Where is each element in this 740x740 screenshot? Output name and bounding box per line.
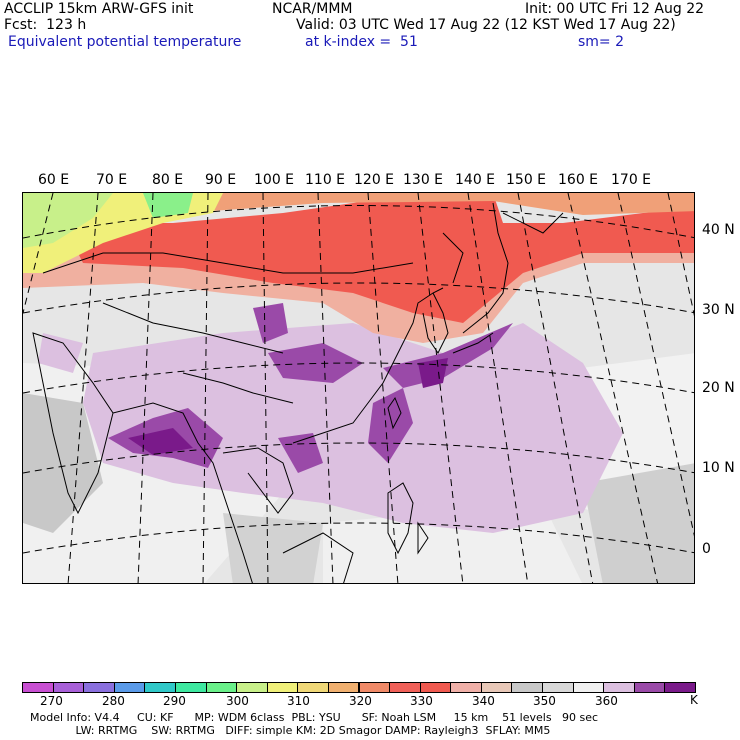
lon-label: 100 E: [254, 172, 295, 188]
forecast-hour: Fcst: 123 h: [4, 17, 87, 33]
lon-label: 160 E: [558, 172, 599, 188]
lon-label: 60 E: [38, 172, 70, 188]
colorbar-swatch: [480, 682, 513, 693]
field-dark-grey: [223, 513, 323, 583]
colorbar-swatch: [603, 682, 635, 693]
init-time: Init: 00 UTC Fri 12 Aug 22: [525, 1, 705, 17]
colorbar-swatch: [389, 682, 421, 693]
institution: NCAR/MMM: [272, 1, 353, 17]
colorbar-tick-label: 320: [349, 694, 372, 708]
field-red: [63, 193, 694, 323]
field-mid-purple: [253, 303, 288, 343]
colorbar-tick-label: 280: [102, 694, 125, 708]
colorbar-unit: K: [690, 693, 698, 707]
lon-label: 130 E: [403, 172, 444, 188]
colorbar-tick-label: 360: [595, 694, 618, 708]
colorbar-swatch: [52, 682, 85, 693]
field-light-purple: [83, 323, 623, 533]
model-info-line2: LW: RRTMG SW: RRTMG DIFF: simple KM: 2D …: [30, 724, 551, 737]
lat-label: 20 N: [702, 380, 735, 396]
lon-label: 140 E: [455, 172, 496, 188]
colorbar-tick-label: 350: [533, 694, 556, 708]
lon-label: 150 E: [506, 172, 547, 188]
lat-label: 10 N: [702, 460, 735, 476]
field-name: Equivalent potential temperature: [8, 34, 242, 50]
field-light-purple: [38, 333, 83, 373]
field-green: [143, 193, 193, 218]
lon-label: 70 E: [96, 172, 128, 188]
colorbar-tick-label: 290: [163, 694, 186, 708]
lat-label: 30 N: [702, 302, 735, 318]
lat-label: 40 N: [702, 222, 735, 238]
colorbar-swatch: [511, 682, 544, 693]
field-light-green: [23, 193, 113, 248]
colorbar-swatch: [144, 682, 176, 693]
field-dark-grey: [583, 463, 694, 583]
colorbar-swatch: [419, 682, 452, 693]
lon-label: 90 E: [205, 172, 237, 188]
colorbar-tick-label: 270: [40, 694, 63, 708]
colorbar-swatch: [22, 682, 54, 693]
lat-lon-grid: [23, 193, 694, 583]
coastlines: [32, 202, 564, 583]
field-mid-purple: [368, 388, 413, 463]
colorbar-swatch: [327, 682, 360, 693]
field-dark-purple: [418, 358, 448, 388]
colorbar-tick-label: 300: [226, 694, 249, 708]
lon-label: 170 E: [611, 172, 652, 188]
colorbar-tick-label: 310: [287, 694, 310, 708]
colorbar-swatch: [664, 682, 696, 693]
colorbar-swatch: [358, 682, 391, 693]
colorbar-swatch: [113, 682, 146, 693]
field-mid-purple: [383, 323, 513, 388]
field-dark-grey: [23, 393, 103, 533]
field-mid-purple: [278, 433, 323, 473]
model-info-line1: Model Info: V4.4 CU: KF MP: WDM 6class P…: [30, 711, 599, 724]
map-panel: [22, 192, 695, 584]
model-title: ACCLIP 15km ARW-GFS init: [4, 1, 194, 17]
smoothing: sm= 2: [578, 34, 625, 50]
field-mid-purple: [268, 343, 363, 383]
colorbar-swatch: [174, 682, 207, 693]
colorbar-swatch: [542, 682, 574, 693]
lon-label: 120 E: [354, 172, 395, 188]
colorbar-tick-label: 330: [410, 694, 433, 708]
map-field: [23, 193, 694, 583]
colorbar-swatch: [297, 682, 329, 693]
field-dark-purple: [128, 428, 193, 455]
colorbar-swatch: [633, 682, 666, 693]
valid-time: Valid: 03 UTC Wed 17 Aug 22 (12 KST Wed …: [296, 17, 676, 33]
colorbar-swatch: [205, 682, 238, 693]
colorbar-tick-label: 340: [472, 694, 495, 708]
colorbar-swatch: [266, 682, 299, 693]
lat-label: 0: [702, 541, 711, 557]
colorbar-swatch: [83, 682, 115, 693]
level-index: at k-index = 51: [305, 34, 418, 50]
colorbar-swatch: [450, 682, 482, 693]
colorbar-swatch: [572, 682, 605, 693]
lon-label: 80 E: [152, 172, 184, 188]
lon-label: 110 E: [305, 172, 346, 188]
colorbar-swatch: [236, 682, 268, 693]
